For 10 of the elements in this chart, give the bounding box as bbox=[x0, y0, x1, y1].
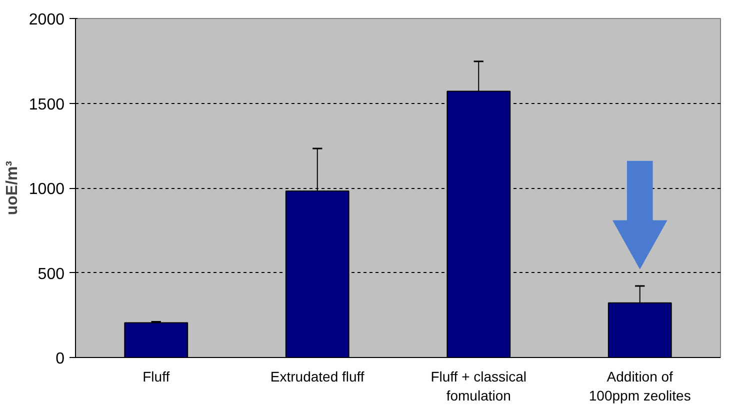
x-tick-label: Fluff bbox=[142, 368, 170, 384]
x-tick-label: Addition of 100ppm zeolites bbox=[588, 368, 691, 404]
y-tick-label: 1000 bbox=[28, 181, 65, 198]
x-tick-label: Fluff + classical fomulation bbox=[430, 368, 527, 404]
y-tick-label: 2000 bbox=[28, 12, 65, 28]
y-tick-label: 500 bbox=[38, 266, 65, 283]
y-tick-label: 0 bbox=[56, 350, 65, 368]
y-axis-title: uoE/m³ bbox=[4, 160, 21, 216]
y-tick-label: 1500 bbox=[28, 96, 65, 114]
x-tick-label: Extrudated fluff bbox=[270, 368, 364, 384]
